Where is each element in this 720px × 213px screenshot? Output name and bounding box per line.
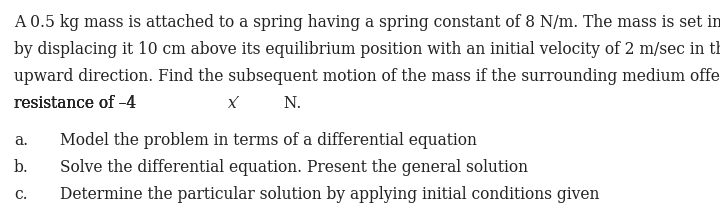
- Text: Solve the differential equation. Present the general solution: Solve the differential equation. Present…: [60, 159, 528, 176]
- Text: a.: a.: [14, 132, 28, 149]
- Text: A 0.5 kg mass is attached to a spring having a spring constant of 8 N/m. The mas: A 0.5 kg mass is attached to a spring ha…: [14, 14, 720, 31]
- Text: resistance of –4: resistance of –4: [14, 95, 141, 112]
- Text: resistance of –4: resistance of –4: [14, 95, 141, 112]
- Text: c.: c.: [14, 186, 27, 203]
- Text: resistance of –4: resistance of –4: [14, 95, 141, 112]
- Text: Model the problem in terms of a differential equation: Model the problem in terms of a differen…: [60, 132, 477, 149]
- Text: Determine the particular solution by applying initial conditions given: Determine the particular solution by app…: [60, 186, 599, 203]
- Text: by displacing it 10 cm above its equilibrium position with an initial velocity o: by displacing it 10 cm above its equilib…: [14, 41, 720, 58]
- Text: upward direction. Find the subsequent motion of the mass if the surrounding medi: upward direction. Find the subsequent mo…: [14, 68, 720, 85]
- Text: b.: b.: [14, 159, 29, 176]
- Text: N.: N.: [279, 95, 301, 112]
- Text: x′: x′: [228, 95, 240, 112]
